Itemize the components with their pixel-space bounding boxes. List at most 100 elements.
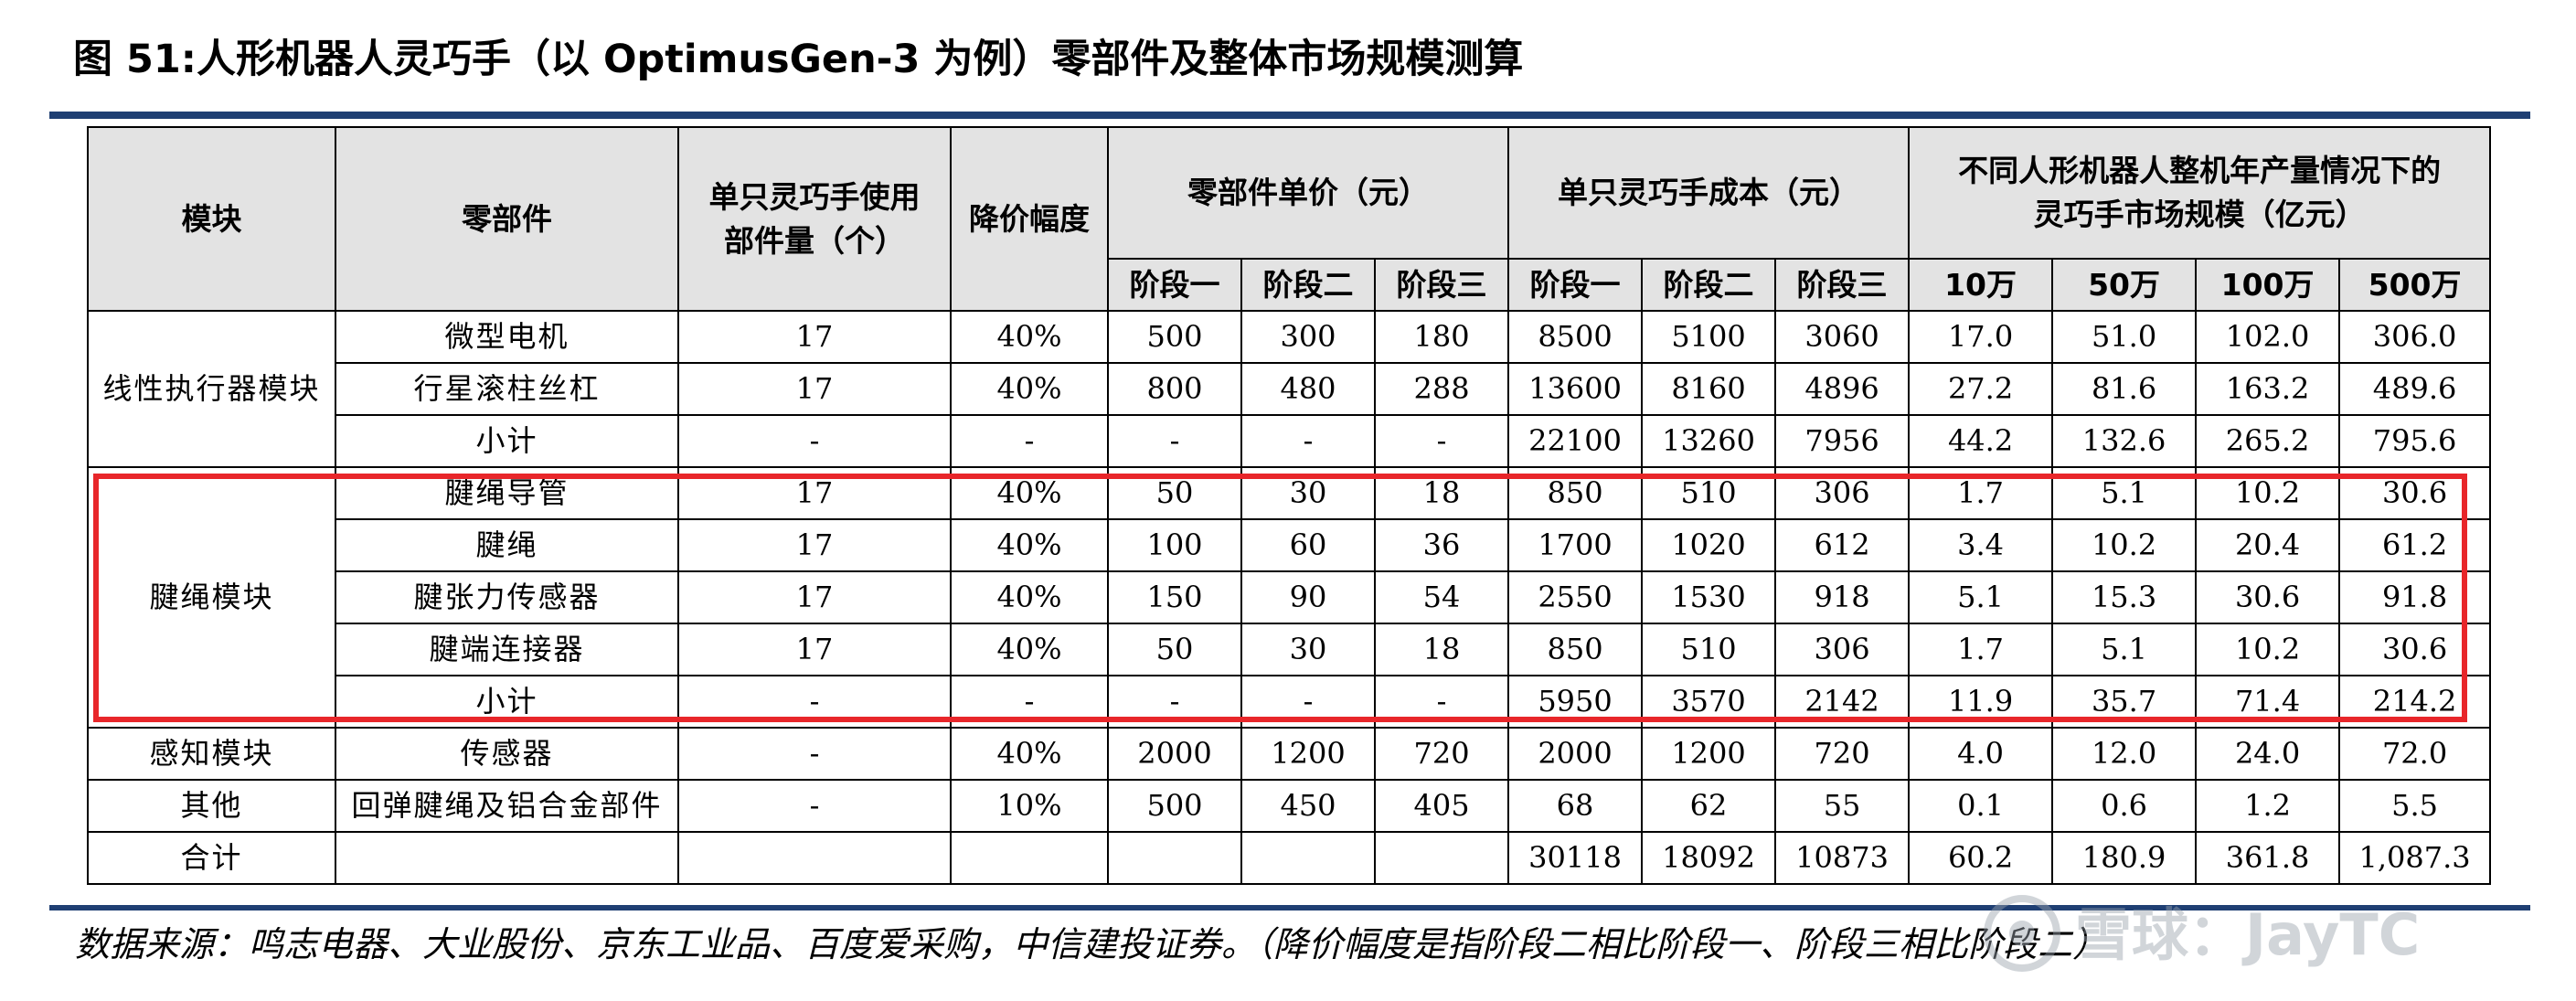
cell-c3: 10873 — [1774, 831, 1911, 885]
header-hand-cost: 单只灵巧手成本（元） — [1507, 126, 1911, 260]
cell-m50: 5.1 — [2051, 623, 2198, 676]
table-row: 行星滚柱丝杠 17 40% 800 480 288 13600 8160 4896 27.2 81.… — [88, 362, 2492, 416]
cell-p1: 2000 — [1107, 727, 1242, 781]
cell-m500: 91.8 — [2338, 570, 2492, 624]
cell-m100: 71.4 — [2195, 675, 2341, 729]
cell-part: 小计 — [335, 675, 679, 729]
group-tendon: 腱绳模块 — [87, 466, 336, 729]
header-qty: 单只灵巧手使用部件量（个） — [677, 126, 952, 312]
header-price-stage3: 阶段三 — [1373, 258, 1510, 312]
cell-m10: 4.0 — [1908, 727, 2054, 781]
cell-m100: 265.2 — [2195, 414, 2341, 468]
group-sensing: 感知模块 — [87, 727, 336, 781]
cell-c3: 7956 — [1774, 414, 1911, 468]
cell-qty: - — [677, 779, 952, 833]
cell-c2: 3570 — [1641, 675, 1777, 729]
cell-part: 行星滚柱丝杠 — [335, 362, 679, 416]
cell-m500: 306.0 — [2338, 310, 2492, 364]
cell-m10: 27.2 — [1908, 362, 2054, 416]
cell-p1: 50 — [1107, 623, 1242, 676]
cell-c1: 850 — [1507, 466, 1644, 520]
bottom-rule — [49, 905, 2530, 910]
cell-m10: 5.1 — [1908, 570, 2054, 624]
cell-part: 微型电机 — [335, 310, 679, 364]
cell-p2: 30 — [1240, 466, 1376, 520]
header-price-stage1: 阶段一 — [1107, 258, 1242, 312]
cell-m10: 17.0 — [1908, 310, 2054, 364]
cell-p2: 30 — [1240, 623, 1376, 676]
cell-c1: 8500 — [1507, 310, 1644, 364]
cell-m50: 180.9 — [2051, 831, 2198, 885]
cell-qty: - — [677, 675, 952, 729]
cell-qty: 17 — [677, 518, 952, 572]
cell-c3: 306 — [1774, 623, 1911, 676]
cell-c3: 2142 — [1774, 675, 1911, 729]
header-market-50w: 50万 — [2051, 258, 2198, 312]
cell-p2: - — [1240, 414, 1376, 468]
cell-c3: 306 — [1774, 466, 1911, 520]
group-linear: 线性执行器模块 — [87, 310, 336, 468]
cell-p2: - — [1240, 675, 1376, 729]
cell-p1: 800 — [1107, 362, 1242, 416]
cell-m50: 81.6 — [2051, 362, 2198, 416]
table-row: 感知模块 传感器 -40% 2000 1200 720 2000 1200 720 4.0 12.0… — [87, 727, 2492, 781]
cell-m500: 30.6 — [2338, 623, 2492, 676]
cell-discount: 40% — [950, 362, 1109, 416]
cell-discount: 40% — [950, 466, 1109, 520]
cell-c1: 68 — [1507, 779, 1644, 833]
cell-m50: 35.7 — [2051, 675, 2198, 729]
table-row: 其他 回弹腱绳及铝合金部件 -10% 500 450 405 68 62 55 0.1 0.6 1.2… — [87, 779, 2492, 833]
cell-p3: 36 — [1373, 518, 1510, 572]
cell-p1: 50 — [1107, 466, 1242, 520]
cell-c1: 22100 — [1507, 414, 1644, 468]
table-row: 合计 30118 18092 10873 60.2 180.9 361.8 1,087.3 — [87, 831, 2492, 885]
cell-qty: 17 — [677, 623, 952, 676]
cell-qty: 17 — [677, 362, 952, 416]
cell-discount: 40% — [950, 518, 1109, 572]
cell-m500: 1,087.3 — [2338, 831, 2492, 885]
cell-part: 传感器 — [335, 727, 679, 781]
cell-discount — [950, 831, 1109, 885]
cell-part: 腱张力传感器 — [335, 570, 679, 624]
table-body: 线性执行器模块 微型电机 17 40% 500 300 180 8500 5100 3060 17.… — [87, 310, 2492, 885]
cell-c2: 18092 — [1641, 831, 1777, 885]
cell-c2: 510 — [1641, 466, 1777, 520]
top-rule — [49, 112, 2530, 119]
cell-c2: 1530 — [1641, 570, 1777, 624]
cell-qty: - — [677, 414, 952, 468]
cell-m10: 1.7 — [1908, 623, 2054, 676]
cell-qty: 17 — [677, 466, 952, 520]
header-unit-price: 零部件单价（元） — [1106, 126, 1510, 260]
cell-p1 — [1107, 831, 1242, 885]
header-market: 不同人形机器人整机年产量情况下的灵巧手市场规模（亿元） — [1908, 126, 2492, 260]
cell-m10: 60.2 — [1908, 831, 2054, 885]
cell-p2: 60 — [1240, 518, 1376, 572]
cell-part: 回弹腱绳及铝合金部件 — [335, 779, 679, 833]
group-total: 合计 — [87, 831, 336, 885]
figure-title: 图 51:人形机器人灵巧手（以 OptimusGen-3 为例）零部件及整体市场… — [73, 37, 1524, 82]
cell-part: 小计 — [335, 414, 679, 468]
cell-m50: 5.1 — [2051, 466, 2198, 520]
cell-p2 — [1240, 831, 1376, 885]
cell-discount: 10% — [950, 779, 1109, 833]
cell-m500: 795.6 — [2338, 414, 2492, 468]
header-price-stage2: 阶段二 — [1240, 258, 1376, 312]
cell-c2: 1020 — [1641, 518, 1777, 572]
header-cost-stage3: 阶段三 — [1774, 258, 1911, 312]
table-row: 小计 - - - - -22100 13260 7956 44.2 132.6 265.2 795.6 — [88, 414, 2492, 468]
cell-p2: 450 — [1240, 779, 1376, 833]
cell-p3: 288 — [1373, 362, 1510, 416]
cell-m100: 10.2 — [2195, 466, 2341, 520]
cell-qty: 17 — [677, 310, 952, 364]
cell-p2: 480 — [1240, 362, 1376, 416]
cell-c3: 720 — [1774, 727, 1911, 781]
cell-p2: 90 — [1240, 570, 1376, 624]
source-note: 数据来源：鸣志电器、大业股份、京东工业品、百度爱采购，中信建投证券。（降价幅度是… — [75, 924, 2108, 964]
table-row: 腱端连接器 17 40% 50 30 18 850 510 306 1.7 5.1 10.2 30.6 — [88, 623, 2492, 676]
cell-m100: 361.8 — [2195, 831, 2341, 885]
cell-discount: 40% — [950, 623, 1109, 676]
cell-m50: 12.0 — [2051, 727, 2198, 781]
cell-p3: - — [1373, 675, 1510, 729]
header-market-500w: 500万 — [2338, 258, 2492, 312]
cell-c3: 4896 — [1774, 362, 1911, 416]
